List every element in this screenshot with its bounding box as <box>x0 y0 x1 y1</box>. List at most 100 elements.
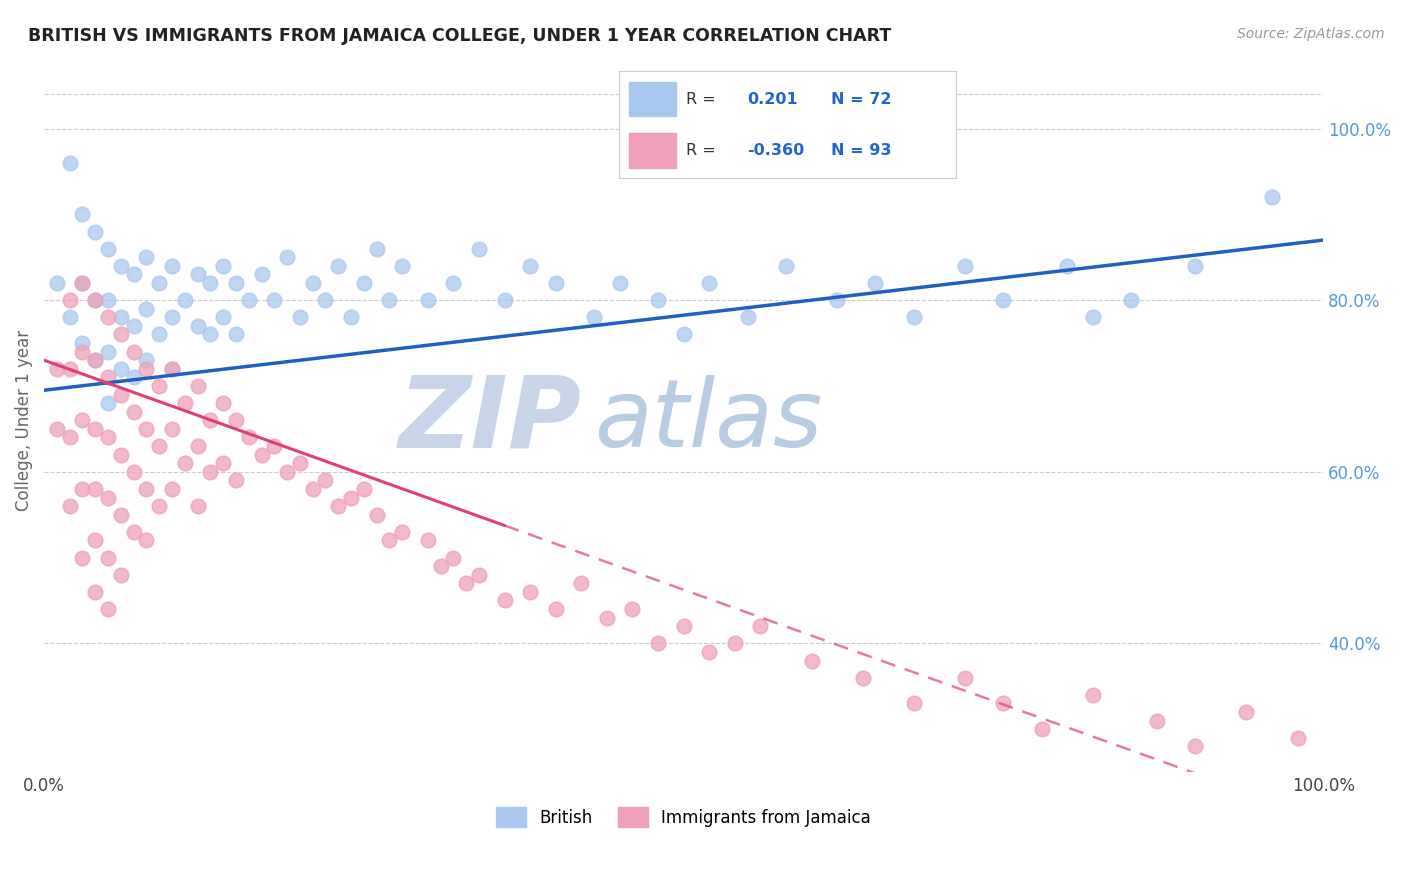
Point <box>301 276 323 290</box>
Point <box>276 465 298 479</box>
Point <box>187 268 209 282</box>
Point <box>200 413 222 427</box>
Point <box>160 482 183 496</box>
Point <box>45 422 67 436</box>
Point <box>59 499 82 513</box>
Point <box>135 482 157 496</box>
Point <box>225 413 247 427</box>
Point <box>160 361 183 376</box>
Y-axis label: College, Under 1 year: College, Under 1 year <box>15 330 32 511</box>
Point <box>852 671 875 685</box>
Point <box>1081 310 1104 325</box>
Point <box>110 508 132 522</box>
Point <box>45 361 67 376</box>
Point <box>775 259 797 273</box>
Point <box>288 456 311 470</box>
Point <box>276 250 298 264</box>
Point <box>250 268 273 282</box>
Point <box>468 242 491 256</box>
Point <box>72 482 94 496</box>
Point <box>97 550 120 565</box>
Point <box>110 387 132 401</box>
Point <box>110 327 132 342</box>
Point <box>135 301 157 316</box>
Point <box>200 327 222 342</box>
Point <box>173 456 195 470</box>
Point <box>238 293 260 308</box>
Point <box>263 439 285 453</box>
Text: N = 93: N = 93 <box>831 143 891 158</box>
Point <box>378 293 401 308</box>
Point <box>953 259 976 273</box>
Point <box>72 207 94 221</box>
Point <box>315 474 337 488</box>
Point <box>953 671 976 685</box>
Bar <box>628 82 676 116</box>
Point <box>72 276 94 290</box>
Point <box>59 310 82 325</box>
Point <box>59 156 82 170</box>
Point <box>84 293 107 308</box>
Point <box>97 293 120 308</box>
Point <box>697 276 720 290</box>
Point <box>238 430 260 444</box>
Point <box>328 259 350 273</box>
Point <box>187 379 209 393</box>
Point <box>122 524 145 539</box>
Point <box>903 310 925 325</box>
Point <box>993 697 1015 711</box>
Point <box>110 448 132 462</box>
Text: N = 72: N = 72 <box>831 92 891 107</box>
Point <box>441 276 464 290</box>
Text: Source: ZipAtlas.com: Source: ZipAtlas.com <box>1237 27 1385 41</box>
Point <box>110 310 132 325</box>
Point <box>148 276 170 290</box>
Point <box>250 448 273 462</box>
Point <box>800 653 823 667</box>
Point <box>84 533 107 548</box>
Point <box>225 327 247 342</box>
Point <box>148 439 170 453</box>
Point <box>366 242 388 256</box>
Point <box>724 636 747 650</box>
Point <box>544 602 567 616</box>
Point <box>672 327 695 342</box>
Text: 0.201: 0.201 <box>747 92 797 107</box>
Point <box>569 576 592 591</box>
Text: -0.360: -0.360 <box>747 143 804 158</box>
Point <box>494 593 516 607</box>
Point <box>468 567 491 582</box>
Point <box>494 293 516 308</box>
Point <box>212 456 235 470</box>
Point <box>544 276 567 290</box>
Point <box>378 533 401 548</box>
Point <box>135 250 157 264</box>
Point <box>135 533 157 548</box>
Point <box>1286 731 1309 745</box>
Point <box>72 344 94 359</box>
Point <box>84 422 107 436</box>
Point <box>697 645 720 659</box>
Text: R =: R = <box>686 92 721 107</box>
Point <box>72 413 94 427</box>
Point <box>122 344 145 359</box>
Point <box>135 422 157 436</box>
Point <box>1121 293 1143 308</box>
Point <box>84 293 107 308</box>
Point <box>173 293 195 308</box>
Text: BRITISH VS IMMIGRANTS FROM JAMAICA COLLEGE, UNDER 1 YEAR CORRELATION CHART: BRITISH VS IMMIGRANTS FROM JAMAICA COLLE… <box>28 27 891 45</box>
Point <box>1081 688 1104 702</box>
Point <box>366 508 388 522</box>
Point <box>97 430 120 444</box>
Point <box>160 361 183 376</box>
Point <box>84 482 107 496</box>
Point <box>187 318 209 333</box>
Point <box>212 259 235 273</box>
Point <box>1234 705 1257 719</box>
Point <box>72 276 94 290</box>
Text: R =: R = <box>686 143 721 158</box>
Point <box>110 361 132 376</box>
Point <box>1146 714 1168 728</box>
Point <box>187 439 209 453</box>
Point <box>84 585 107 599</box>
